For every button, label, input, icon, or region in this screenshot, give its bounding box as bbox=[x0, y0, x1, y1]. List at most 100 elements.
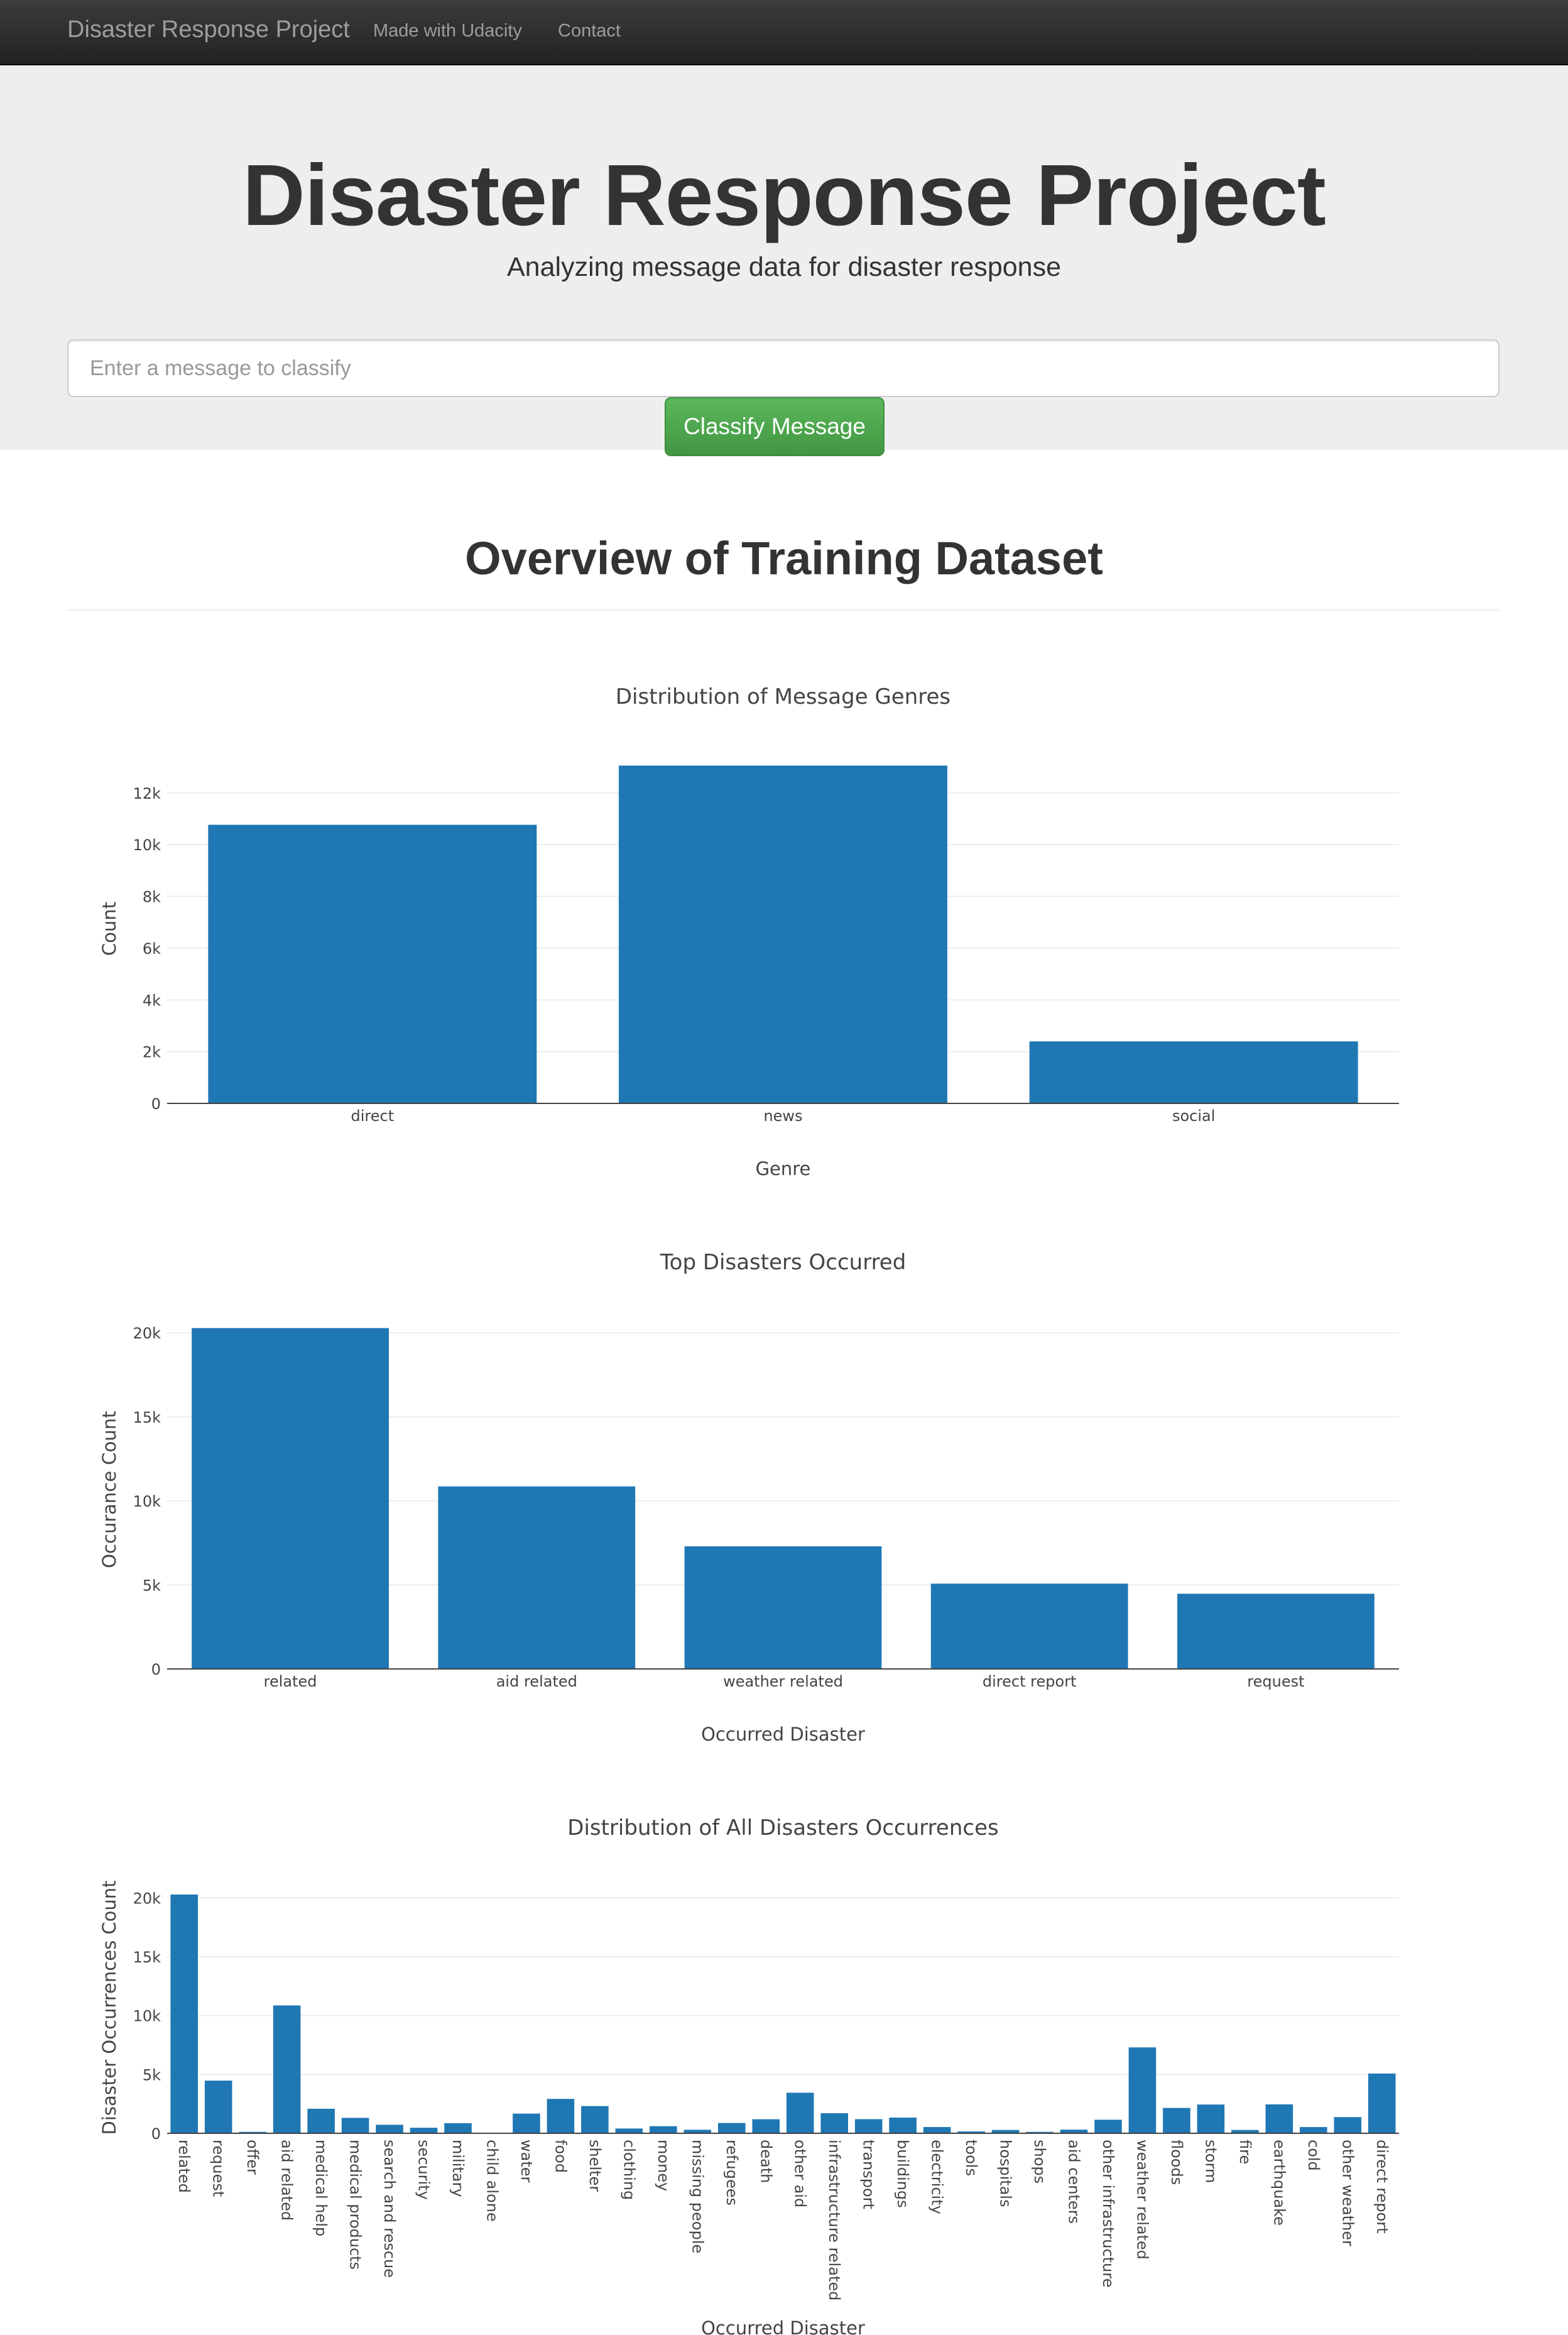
y-tick-label: 0 bbox=[151, 2125, 161, 2143]
x-tick-label: hospitals bbox=[997, 2140, 1015, 2207]
bar-death bbox=[752, 2119, 780, 2133]
x-tick-label: clothing bbox=[620, 2140, 638, 2200]
y-tick-label: 10k bbox=[133, 836, 161, 854]
x-tick-label: shops bbox=[1031, 2140, 1048, 2184]
x-tick-label: request bbox=[210, 2140, 227, 2197]
bar-security bbox=[410, 2128, 438, 2133]
x-tick-label: death bbox=[757, 2140, 775, 2183]
bar-medical-products bbox=[341, 2118, 369, 2133]
bar-search-and-rescue bbox=[376, 2124, 403, 2133]
x-tick-label: food bbox=[552, 2140, 569, 2173]
page-title: Disaster Response Project bbox=[242, 147, 1326, 244]
x-tick-label: request bbox=[1247, 1673, 1304, 1690]
bar-shelter bbox=[581, 2106, 609, 2133]
navbar: Disaster Response Project Made with Udac… bbox=[0, 0, 1568, 65]
x-tick-label: aid related bbox=[278, 2140, 296, 2221]
message-input[interactable] bbox=[67, 339, 1500, 397]
y-tick-label: 2k bbox=[143, 1044, 161, 1061]
y-axis-title: Disaster Occurrences Count bbox=[99, 1881, 120, 2135]
y-tick-label: 12k bbox=[133, 785, 161, 802]
bar-shops bbox=[1026, 2131, 1054, 2133]
bar-social bbox=[1029, 1041, 1358, 1103]
y-axis-title: Count bbox=[99, 902, 120, 956]
x-tick-label: fire bbox=[1236, 2140, 1254, 2164]
bar-clothing bbox=[615, 2128, 643, 2133]
x-tick-label: direct report bbox=[983, 1673, 1077, 1690]
bar-news bbox=[619, 765, 947, 1103]
x-tick-label: shelter bbox=[586, 2140, 604, 2192]
x-tick-label: earthquake bbox=[1270, 2140, 1288, 2226]
section-title: Overview of Training Dataset bbox=[465, 532, 1103, 584]
bar-water bbox=[513, 2113, 540, 2133]
bar-food bbox=[547, 2099, 575, 2133]
x-axis-title: Occurred Disaster bbox=[701, 2317, 865, 2335]
bar-earthquake bbox=[1265, 2104, 1293, 2133]
bar-related bbox=[170, 1895, 199, 2133]
x-tick-label: social bbox=[1172, 1107, 1215, 1125]
y-tick-label: 15k bbox=[133, 1409, 161, 1426]
y-tick-label: 4k bbox=[143, 992, 161, 1009]
bar-hospitals bbox=[991, 2130, 1020, 2133]
x-tick-label: aid centers bbox=[1065, 2140, 1083, 2224]
x-tick-label: medical products bbox=[347, 2140, 364, 2270]
x-tick-label: news bbox=[763, 1107, 802, 1125]
y-tick-label: 15k bbox=[133, 1949, 161, 1966]
y-axis-title: Occurance Count bbox=[99, 1411, 120, 1568]
x-tick-label: electricity bbox=[928, 2140, 946, 2214]
y-tick-label: 0 bbox=[151, 1661, 161, 1678]
x-axis-title: Genre bbox=[756, 1158, 811, 1179]
x-tick-label: direct report bbox=[1373, 2140, 1391, 2234]
bar-buildings bbox=[889, 2118, 917, 2133]
bar-aid-centers bbox=[1060, 2130, 1088, 2133]
x-tick-label: military bbox=[449, 2140, 467, 2197]
bar-missing-people bbox=[683, 2130, 712, 2133]
bar-transport bbox=[854, 2119, 883, 2133]
bar-direct-report bbox=[930, 1583, 1128, 1669]
x-tick-label: missing people bbox=[689, 2140, 706, 2253]
x-tick-label: other infrastructure bbox=[1099, 2140, 1117, 2287]
bar-electricity bbox=[923, 2127, 951, 2133]
bar-related bbox=[192, 1328, 389, 1669]
x-tick-label: offer bbox=[244, 2140, 261, 2175]
bar-floods bbox=[1163, 2108, 1190, 2133]
bar-infrastructure-related bbox=[820, 2113, 848, 2133]
x-tick-label: money bbox=[655, 2140, 672, 2191]
x-tick-label: water bbox=[518, 2140, 535, 2183]
y-tick-label: 20k bbox=[133, 1325, 161, 1342]
bar-tools bbox=[957, 2131, 985, 2133]
jumbotron: Disaster Response Project Analyzing mess… bbox=[0, 65, 1568, 456]
y-tick-label: 5k bbox=[143, 2066, 161, 2084]
nav-link-contact[interactable]: Contact bbox=[558, 21, 621, 41]
navbar-brand[interactable]: Disaster Response Project bbox=[67, 16, 350, 43]
chart-title: Top Disasters Occurred bbox=[660, 1250, 906, 1275]
bar-offer bbox=[239, 2131, 266, 2133]
bar-medical-help bbox=[307, 2108, 335, 2133]
y-tick-label: 10k bbox=[133, 2008, 161, 2025]
x-tick-label: security bbox=[415, 2140, 433, 2200]
bar-request bbox=[204, 2081, 232, 2133]
bar-direct bbox=[208, 824, 537, 1103]
bar-direct-report bbox=[1368, 2073, 1396, 2133]
x-tick-label: aid related bbox=[496, 1673, 577, 1690]
x-tick-label: related bbox=[175, 2140, 193, 2193]
x-tick-label: other aid bbox=[792, 2140, 809, 2207]
x-tick-label: storm bbox=[1202, 2140, 1219, 2183]
nav-link-made-with-udacity[interactable]: Made with Udacity bbox=[373, 21, 522, 41]
x-tick-label: cold bbox=[1305, 2140, 1322, 2171]
classify-message-button[interactable]: Classify Message bbox=[665, 397, 885, 456]
bar-weather-related bbox=[684, 1546, 882, 1669]
x-tick-label: buildings bbox=[894, 2140, 912, 2208]
genre-distribution-chart: Distribution of Message Genres 0 2k 4k 6k 8k 1… bbox=[99, 684, 1399, 1179]
x-tick-label: weather related bbox=[1133, 2140, 1151, 2260]
x-tick-label: infrastructure related bbox=[825, 2140, 843, 2300]
y-tick-label: 20k bbox=[133, 1889, 161, 1907]
y-tick-label: 10k bbox=[133, 1493, 161, 1511]
y-tick-label: 5k bbox=[143, 1577, 161, 1594]
bar-request bbox=[1177, 1594, 1375, 1669]
x-tick-label: direct bbox=[351, 1107, 395, 1125]
x-tick-label: refugees bbox=[723, 2140, 741, 2206]
bar-military bbox=[444, 2123, 472, 2133]
bar-money bbox=[650, 2126, 677, 2133]
bar-cold bbox=[1300, 2127, 1327, 2133]
x-tick-label: child alone bbox=[483, 2140, 501, 2222]
